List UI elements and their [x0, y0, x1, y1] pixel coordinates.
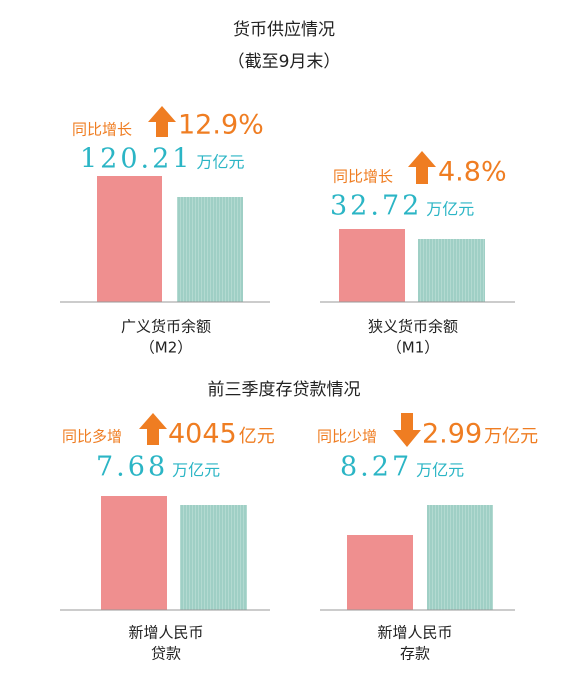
- bar: [101, 496, 167, 610]
- arrow-up: [408, 151, 436, 184]
- bar-label: （M1）: [387, 339, 440, 357]
- growth-label: 同比少增: [317, 428, 377, 446]
- amount-unit: 万亿元: [426, 200, 474, 219]
- amount: 32.72: [330, 191, 422, 222]
- growth-value: 4.8%: [438, 157, 507, 188]
- growth-label: 同比增长: [333, 168, 393, 186]
- bar: [97, 176, 162, 302]
- arrow-up: [148, 106, 176, 137]
- section-title: 前三季度存贷款情况: [208, 380, 361, 400]
- growth-unit: 亿元: [239, 426, 275, 447]
- bar: [418, 239, 485, 302]
- amount-unit: 万亿元: [416, 461, 464, 480]
- bar: [427, 505, 493, 610]
- amount: 7.68: [96, 452, 168, 483]
- amount: 8.27: [340, 452, 412, 483]
- bar: [339, 229, 405, 302]
- bars: [60, 176, 515, 611]
- bar-label: 广义货币余额: [121, 318, 211, 336]
- arrow-up: [139, 413, 167, 445]
- subtitle: （截至9月末）: [228, 52, 341, 72]
- bar-label: 狭义货币余额: [368, 318, 458, 336]
- title: 货币供应情况: [233, 20, 335, 40]
- growth-value: 12.9%: [178, 110, 264, 141]
- growth-label: 同比多增: [62, 428, 122, 446]
- amount-unit: 万亿元: [172, 461, 220, 480]
- bar-label: （M2）: [140, 339, 193, 357]
- bar-label: 存款: [400, 645, 430, 663]
- bar: [180, 505, 247, 610]
- bar-label: 新增人民币: [128, 624, 203, 642]
- bar-label: 新增人民币: [377, 624, 452, 642]
- bar: [177, 197, 243, 302]
- amount: 120.21: [80, 144, 192, 175]
- growth-value: 4045: [168, 419, 237, 450]
- amount-unit: 万亿元: [196, 153, 244, 172]
- arrow-down: [393, 413, 421, 447]
- growth-value: 2.99: [422, 419, 482, 450]
- growth-label: 同比增长: [72, 121, 132, 139]
- growth-unit: 万亿元: [484, 426, 538, 447]
- bar-label: 贷款: [151, 645, 181, 663]
- bar: [347, 535, 413, 610]
